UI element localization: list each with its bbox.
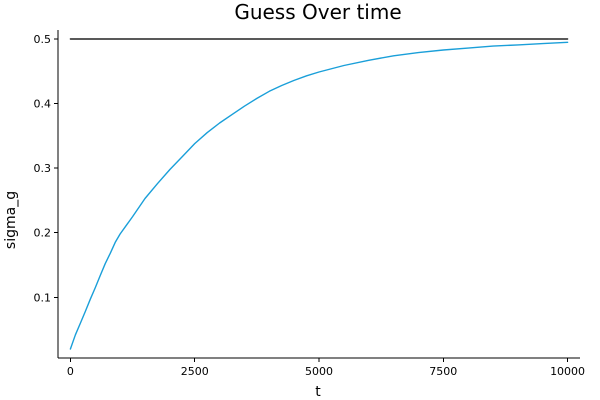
series-line-sigma-g: [69, 41, 569, 350]
y-tick-label: 0.2: [34, 227, 52, 240]
y-tick-label: 0.5: [34, 33, 52, 46]
x-tick-label: 5000: [305, 365, 333, 378]
x-tick-label: 7500: [429, 365, 457, 378]
ticks-group: 0 2500 5000 7500 10000 0.1 0.2 0.3 0.4 0.5: [34, 33, 586, 378]
series-group: [69, 38, 569, 350]
x-axis-label: t: [315, 384, 321, 400]
y-tick-label: 0.1: [34, 291, 52, 304]
y-axis-label: sigma_g: [3, 191, 19, 249]
y-tick-label: 0.3: [34, 162, 52, 175]
chart-title: Guess Over time: [234, 0, 401, 24]
y-tick-label: 0.4: [34, 98, 52, 111]
x-tick-label: 10000: [550, 365, 585, 378]
x-tick-label: 0: [67, 365, 74, 378]
x-tick-label: 2500: [181, 365, 209, 378]
